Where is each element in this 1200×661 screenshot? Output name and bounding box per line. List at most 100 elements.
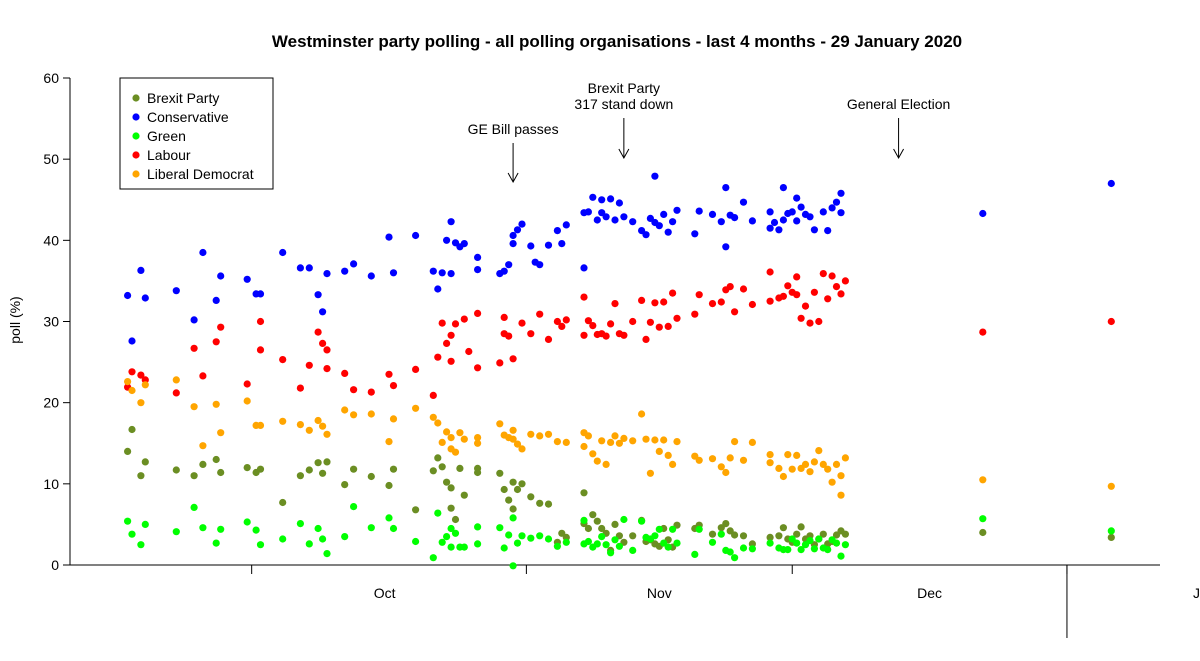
conservative-point	[695, 207, 703, 215]
labour-point	[544, 335, 553, 343]
conservative-point	[212, 296, 220, 304]
labour-point	[748, 300, 757, 309]
conservative-point	[544, 241, 553, 249]
legend-marker	[132, 151, 140, 159]
liberal-democrat-point	[429, 413, 437, 421]
liberal-democrat-point	[536, 432, 544, 440]
labour-point	[1107, 317, 1115, 326]
brexit-party-point	[137, 472, 145, 480]
liberal-democrat-point	[731, 438, 739, 446]
labour-point	[314, 328, 322, 336]
green-point	[141, 520, 149, 529]
conservative-point	[717, 218, 725, 226]
labour-point	[438, 319, 446, 327]
conservative-point	[722, 184, 730, 192]
green-point	[748, 545, 757, 553]
liberal-democrat-point	[190, 403, 198, 411]
green-point	[509, 514, 517, 522]
brexit-party-point	[580, 489, 588, 497]
labour-point	[496, 359, 504, 367]
liberal-democrat-point	[695, 456, 703, 464]
conservative-point	[500, 267, 508, 275]
legend-label: Liberal Democrat	[147, 166, 254, 182]
conservative-point	[518, 220, 526, 228]
brexit-party-point	[536, 499, 544, 507]
labour-point	[562, 316, 570, 324]
conservative-point	[739, 198, 748, 206]
labour-point	[793, 291, 801, 299]
brexit-party-point	[367, 472, 375, 481]
green-point	[611, 536, 619, 544]
liberal-democrat-point	[319, 422, 327, 430]
liberal-democrat-point	[766, 459, 774, 467]
green-point	[513, 539, 522, 547]
labour-point	[474, 364, 482, 372]
labour-point	[611, 300, 619, 308]
liberal-democrat-point	[350, 411, 358, 419]
liberal-democrat-point	[708, 455, 717, 463]
conservative-point	[593, 216, 601, 224]
y-tick-label: 30	[43, 314, 59, 330]
labour-point	[460, 315, 468, 323]
conservative-point	[199, 248, 207, 257]
y-tick-label: 0	[51, 557, 59, 573]
green-point	[598, 533, 606, 541]
liberal-democrat-point	[580, 442, 588, 451]
liberal-democrat-point	[509, 426, 517, 434]
green-point	[385, 514, 393, 522]
brexit-party-point	[731, 531, 739, 539]
conservative-point	[708, 210, 717, 218]
liberal-democrat-point	[243, 397, 251, 405]
labour-point	[629, 317, 637, 326]
conservative-point	[819, 208, 827, 216]
green-point	[509, 562, 517, 570]
labour-point	[341, 369, 349, 377]
brexit-party-point	[518, 480, 526, 488]
conservative-point	[128, 337, 136, 345]
liberal-democrat-point	[819, 460, 827, 468]
brexit-party-point	[766, 533, 774, 542]
brexit-party-point	[305, 466, 313, 474]
brexit-party-point	[385, 481, 393, 490]
conservative-point	[536, 261, 544, 269]
green-point	[389, 524, 398, 533]
series-brexit-party	[124, 425, 1115, 555]
labour-point	[824, 295, 832, 303]
conservative-point	[598, 196, 606, 204]
y-axis-label: poll (%)	[7, 296, 23, 343]
brexit-party-point	[629, 532, 637, 540]
green-point	[629, 546, 637, 555]
brexit-party-point	[797, 523, 805, 531]
conservative-point	[172, 287, 180, 295]
brexit-party-point	[589, 511, 597, 519]
labour-point	[664, 322, 672, 330]
liberal-democrat-point	[642, 435, 650, 443]
series-conservative	[124, 172, 1115, 345]
conservative-point	[629, 218, 637, 226]
brexit-party-point	[389, 465, 398, 473]
brexit-party-point	[474, 468, 482, 477]
liberal-democrat-point	[673, 438, 681, 446]
green-point	[797, 546, 805, 554]
conservative-point	[474, 253, 482, 261]
green-point	[806, 537, 814, 545]
liberal-democrat-point	[447, 434, 455, 442]
labour-point	[651, 299, 659, 307]
labour-point	[434, 353, 442, 361]
labour-point	[536, 310, 544, 318]
green-point	[766, 539, 774, 547]
brexit-party-point	[451, 515, 460, 524]
labour-point	[451, 320, 460, 328]
conservative-point	[824, 227, 832, 235]
conservative-point	[438, 269, 446, 277]
green-point	[451, 529, 460, 537]
conservative-point	[580, 264, 588, 272]
liberal-democrat-point	[615, 439, 624, 447]
liberal-democrat-point	[314, 416, 322, 425]
green-point	[837, 552, 845, 560]
green-point	[305, 540, 313, 548]
brexit-party-point	[819, 530, 827, 538]
liberal-democrat-point	[589, 450, 597, 458]
labour-point	[832, 283, 841, 291]
liberal-democrat-point	[629, 437, 637, 445]
